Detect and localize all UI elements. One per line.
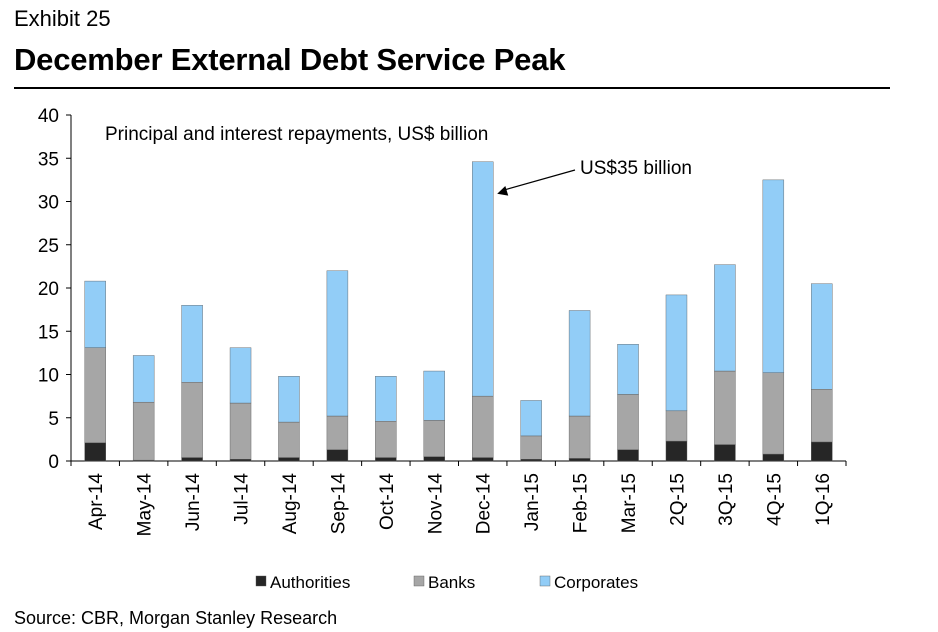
bar-banks-dec-14 xyxy=(472,395,494,458)
x-tick-label: Sep-14 xyxy=(328,473,349,535)
bar-banks-may-14 xyxy=(132,401,155,461)
chart-subtitle: Principal and interest repayments, US$ b… xyxy=(105,124,488,145)
bar-authorities-1q-16 xyxy=(811,441,833,462)
bar-banks-jun-14 xyxy=(181,382,203,458)
legend-label-banks: Banks xyxy=(428,573,475,592)
bar-corporates-jan-15 xyxy=(520,400,542,437)
x-tick-label: Jun-14 xyxy=(183,473,204,532)
bar-authorities-4q-15 xyxy=(762,453,785,462)
y-tick-label: 40 xyxy=(38,106,59,127)
source-note: Source: CBR, Morgan Stanley Research xyxy=(14,608,338,628)
legend-swatch-banks xyxy=(413,575,425,587)
bar-corporates-2q-15 xyxy=(665,294,688,412)
bar-authorities-jul-14 xyxy=(229,459,252,462)
y-tick-label: 30 xyxy=(38,193,59,214)
bar-authorities-2q-15 xyxy=(665,440,688,462)
bar-authorities-feb-15 xyxy=(568,458,591,462)
x-tick-label: Jan-15 xyxy=(522,473,543,531)
bar-corporates-may-14 xyxy=(132,355,155,403)
x-tick-label: Aug-14 xyxy=(280,473,301,535)
legend-label-corporates: Corporates xyxy=(554,573,638,592)
bar-authorities-sep-14 xyxy=(326,449,349,462)
exhibit-label: Exhibit 25 xyxy=(14,6,111,31)
bar-banks-4q-15 xyxy=(762,372,785,455)
y-tick-label: 25 xyxy=(38,236,59,257)
x-tick-label: Jul-14 xyxy=(232,473,253,525)
bar-banks-jan-15 xyxy=(520,435,542,460)
bar-banks-apr-14 xyxy=(84,347,106,444)
x-tick-label: 4Q-15 xyxy=(764,473,785,526)
bar-authorities-dec-14 xyxy=(472,457,494,462)
bar-corporates-3q-15 xyxy=(714,264,736,372)
bar-banks-3q-15 xyxy=(714,370,736,445)
y-tick-label: 15 xyxy=(38,322,59,343)
bar-authorities-aug-14 xyxy=(278,457,300,462)
bar-banks-oct-14 xyxy=(375,421,397,458)
x-tick-label: 2Q-15 xyxy=(667,473,688,526)
stacked-bar-chart: 0 5 10 15 20 25 30 35 40 Apr-14 May-14 Jun-14 Jul-14… xyxy=(38,106,847,592)
bar-corporates-feb-15 xyxy=(568,310,591,417)
legend-label-authorities: Authorities xyxy=(270,573,350,592)
bar-banks-jul-14 xyxy=(229,402,252,460)
bar-corporates-dec-14 xyxy=(472,161,494,397)
annotation-label: US$35 billion xyxy=(580,158,692,179)
page-title: December External Debt Service Peak xyxy=(14,42,566,77)
bar-authorities-jun-14 xyxy=(181,457,203,462)
bar-corporates-sep-14 xyxy=(326,270,349,417)
bar-authorities-3q-15 xyxy=(714,444,736,462)
title-divider xyxy=(14,87,890,89)
bar-banks-mar-15 xyxy=(617,394,639,450)
legend-swatch-corporates xyxy=(539,575,551,587)
bar-corporates-nov-14 xyxy=(423,370,445,421)
bar-corporates-1q-16 xyxy=(811,283,833,390)
bar-corporates-oct-14 xyxy=(375,376,397,422)
bar-corporates-mar-15 xyxy=(617,344,639,395)
y-tick-label: 10 xyxy=(38,366,59,387)
bar-corporates-apr-14 xyxy=(84,280,106,348)
x-tick-label: 1Q-16 xyxy=(813,473,834,526)
x-tick-label: 3Q-15 xyxy=(716,473,737,526)
x-tick-label: Feb-15 xyxy=(571,473,592,533)
y-tick-label: 0 xyxy=(48,452,59,473)
x-tick-label: Apr-14 xyxy=(86,473,107,530)
bar-corporates-4q-15 xyxy=(762,179,785,373)
bar-authorities-nov-14 xyxy=(423,456,445,462)
bar-banks-feb-15 xyxy=(568,415,591,459)
annotation-arrow-line xyxy=(505,169,576,191)
legend-swatch-authorities xyxy=(255,575,267,587)
bar-banks-sep-14 xyxy=(326,415,349,450)
bar-corporates-jun-14 xyxy=(181,305,203,383)
x-tick-label: Oct-14 xyxy=(377,473,398,530)
x-tick-label: Dec-14 xyxy=(474,473,495,535)
y-tick-label: 20 xyxy=(38,279,59,300)
bar-authorities-apr-14 xyxy=(84,442,106,462)
bar-banks-nov-14 xyxy=(423,420,445,457)
bar-banks-1q-16 xyxy=(811,389,833,443)
bar-banks-aug-14 xyxy=(278,421,300,458)
bar-authorities-jan-15 xyxy=(520,459,542,462)
annotation-arrow-head xyxy=(497,186,509,196)
bar-corporates-aug-14 xyxy=(278,376,300,423)
bar-corporates-jul-14 xyxy=(229,347,252,404)
bar-authorities-oct-14 xyxy=(375,457,397,462)
bar-authorities-mar-15 xyxy=(617,449,639,462)
x-tick-label: Nov-14 xyxy=(425,473,446,535)
y-tick-label: 5 xyxy=(48,409,59,430)
y-tick-label: 35 xyxy=(38,149,59,170)
x-tick-label: Mar-15 xyxy=(619,473,640,533)
x-tick-label: May-14 xyxy=(135,473,156,537)
bar-banks-2q-15 xyxy=(665,410,688,442)
